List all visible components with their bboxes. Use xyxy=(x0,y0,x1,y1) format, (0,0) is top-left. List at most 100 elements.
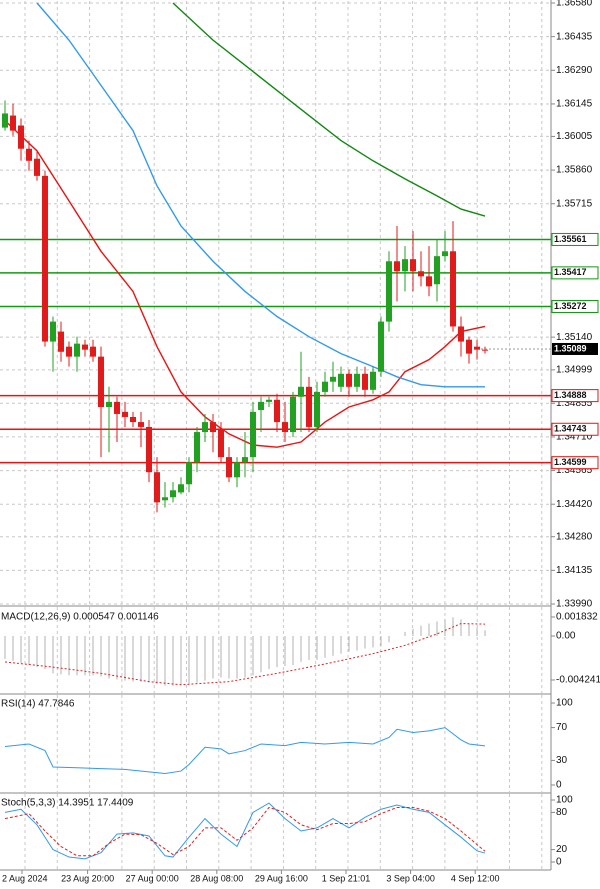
candle-body xyxy=(106,401,112,407)
x-tick-label: 28 Aug 08:00 xyxy=(190,873,243,883)
candle-body xyxy=(474,346,480,350)
level-label: 1.35417 xyxy=(554,267,587,277)
last-price-label: 1.35089 xyxy=(554,343,587,353)
candle-body xyxy=(434,256,440,285)
y-tick-label: 1.34710 xyxy=(556,432,593,443)
candle-body xyxy=(178,484,184,493)
candle-body xyxy=(234,462,240,478)
y-tick-label: 1.35140 xyxy=(556,332,593,343)
y-tick-label: 1.36435 xyxy=(556,31,593,42)
candle-body xyxy=(266,399,272,402)
y-tick-label: 100 xyxy=(556,698,573,709)
candle-body xyxy=(130,416,136,423)
candle-body xyxy=(226,457,232,478)
y-tick-label: 1.34855 xyxy=(556,398,593,409)
candle-body xyxy=(10,115,16,131)
level-label: 1.34888 xyxy=(554,390,587,400)
candle-body xyxy=(386,261,392,322)
level-label: 1.35272 xyxy=(554,301,587,311)
level-label-box xyxy=(551,389,599,403)
candle-body xyxy=(50,321,56,342)
candle-body xyxy=(466,339,472,354)
level-label-box xyxy=(551,456,599,470)
y-tick-label: -0.004241 xyxy=(556,675,600,686)
indicator-line xyxy=(4,727,486,775)
moving-average xyxy=(4,120,486,448)
candle-body xyxy=(26,148,32,161)
candle-body xyxy=(290,396,296,433)
y-tick-label: 1.35860 xyxy=(556,165,593,176)
panel-title: RSI(14) 47.7846 xyxy=(1,699,75,710)
candle-body xyxy=(458,326,464,342)
candle-body xyxy=(250,411,256,458)
candle-body xyxy=(114,401,120,414)
candle-body xyxy=(210,422,216,433)
candle-body xyxy=(482,349,488,351)
panel-title: Stoch(5,3,3) 14.3951 17.4409 xyxy=(1,798,134,809)
candle-body xyxy=(394,261,400,272)
y-tick-label: 1.33990 xyxy=(556,599,593,610)
y-tick-label: 100 xyxy=(556,795,573,806)
candle-body xyxy=(2,113,8,128)
level-label: 1.34743 xyxy=(554,424,587,434)
y-tick-label: 1.34135 xyxy=(556,565,593,576)
candle-body xyxy=(306,386,312,427)
candle-body xyxy=(322,381,328,392)
candle-body xyxy=(442,251,448,257)
indicator-line xyxy=(4,806,486,857)
candle-body xyxy=(82,344,88,350)
y-tick-label: 1.34280 xyxy=(556,531,593,542)
candle-body xyxy=(242,457,248,463)
y-tick-label: 80 xyxy=(556,807,568,818)
candle-body xyxy=(370,371,376,390)
candle-body xyxy=(402,259,408,272)
candle-body xyxy=(418,271,424,277)
candle-body xyxy=(346,373,352,387)
x-tick-label: 2 Aug 2024 xyxy=(2,873,48,883)
candle-body xyxy=(42,175,48,342)
indicator-line xyxy=(4,802,486,860)
candle-body xyxy=(354,373,360,387)
y-tick-label: 70 xyxy=(556,722,568,733)
level-label-box xyxy=(551,266,599,280)
x-tick-label: 23 Aug 20:00 xyxy=(61,873,114,883)
x-tick-label: 27 Aug 00:00 xyxy=(126,873,179,883)
y-tick-label: 20 xyxy=(556,844,568,855)
candle-body xyxy=(274,399,280,423)
candle-body xyxy=(98,356,104,407)
candle-body xyxy=(170,490,176,498)
candle-body xyxy=(218,429,224,458)
macd-signal xyxy=(4,623,486,686)
x-tick-label: 29 Aug 16:00 xyxy=(255,873,308,883)
level-label-box xyxy=(551,422,599,436)
y-tick-label: 0 xyxy=(556,857,562,868)
candle-body xyxy=(18,125,24,149)
candle-body xyxy=(258,401,264,411)
candle-body xyxy=(378,321,384,372)
candle-body xyxy=(58,331,64,352)
y-tick-label: 1.34565 xyxy=(556,465,593,476)
candle-body xyxy=(194,432,200,463)
panel-title: MACD(12,26,9) 0.000547 0.001146 xyxy=(1,612,159,623)
candle-body xyxy=(154,472,160,503)
x-tick-label: 1 Sep 21:01 xyxy=(322,873,371,883)
x-tick-label: 3 Sep 04:00 xyxy=(386,873,435,883)
y-tick-label: 0.001832 xyxy=(556,612,598,623)
level-label-box xyxy=(551,232,599,246)
candle-body xyxy=(74,343,80,357)
level-label-box xyxy=(551,300,599,314)
candle-body xyxy=(298,386,304,397)
candle-body xyxy=(282,422,288,433)
candle-body xyxy=(146,426,152,473)
x-tick-label: 4 Sep 12:00 xyxy=(451,873,500,883)
last-price-box xyxy=(552,342,598,355)
candle-body xyxy=(138,422,144,427)
y-tick-label: 1.34420 xyxy=(556,499,593,510)
y-tick-label: 0.00 xyxy=(556,631,576,642)
candle-body xyxy=(314,391,320,427)
candle-body xyxy=(186,462,192,485)
level-label: 1.34599 xyxy=(554,457,587,467)
y-tick-label: 1.36005 xyxy=(556,131,593,142)
y-tick-label: 30 xyxy=(556,755,568,766)
